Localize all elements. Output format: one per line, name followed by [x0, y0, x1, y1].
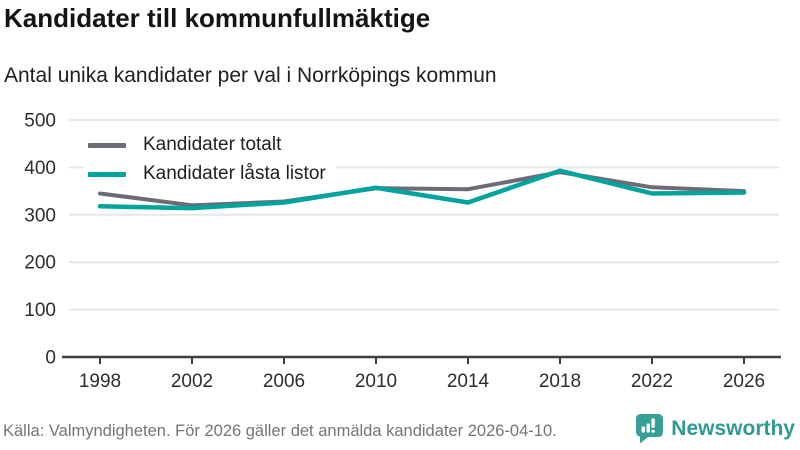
svg-text:300: 300	[24, 205, 56, 226]
svg-text:100: 100	[24, 300, 56, 321]
legend-label-total: Kandidater totalt	[143, 134, 282, 155]
legend-item-total: Kandidater totalt	[84, 133, 292, 157]
svg-text:2002: 2002	[171, 371, 213, 392]
svg-text:0: 0	[45, 348, 56, 369]
svg-text:2026: 2026	[723, 371, 765, 392]
svg-text:2018: 2018	[539, 371, 581, 392]
chart-subtitle: Antal unika kandidater per val i Norrköp…	[4, 64, 497, 87]
newsworthy-logo: Newsworthy	[635, 413, 795, 444]
legend-label-locked-lists: Kandidater låsta listor	[143, 163, 326, 184]
svg-text:2014: 2014	[447, 371, 490, 392]
svg-text:200: 200	[24, 253, 56, 274]
newsworthy-logo-text: Newsworthy	[671, 416, 795, 440]
legend: Kandidater totalt Kandidater låsta listo…	[84, 133, 336, 186]
legend-swatch-total	[88, 142, 126, 148]
svg-text:2010: 2010	[355, 371, 397, 392]
legend-swatch-locked-lists	[88, 171, 126, 177]
chart-title: Kandidater till kommunfullmäktige	[4, 3, 431, 33]
svg-text:400: 400	[24, 158, 56, 179]
legend-item-locked-lists: Kandidater låsta listor	[84, 162, 336, 186]
svg-text:2006: 2006	[263, 371, 305, 392]
svg-text:2022: 2022	[631, 371, 673, 392]
newsworthy-logo-icon	[636, 414, 664, 444]
svg-text:500: 500	[24, 111, 56, 132]
source-note: Källa: Valmyndigheten. För 2026 gäller d…	[3, 422, 557, 440]
svg-text:1998: 1998	[79, 371, 121, 392]
